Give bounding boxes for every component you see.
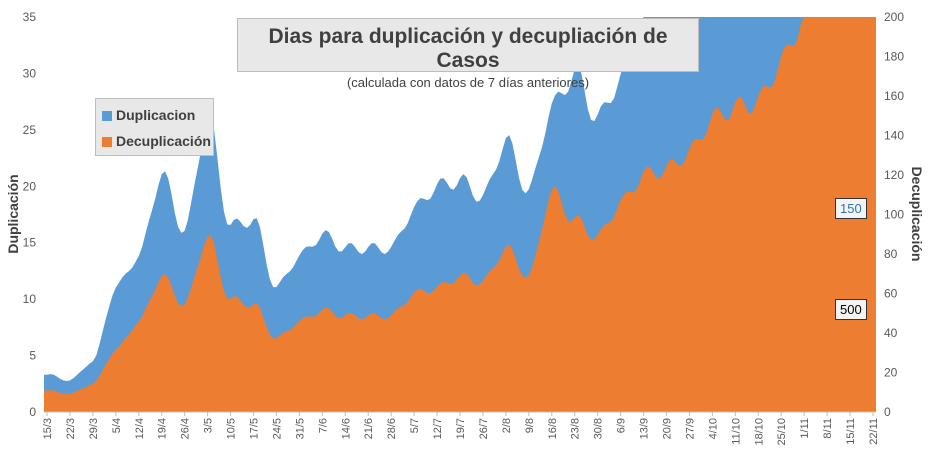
x-tick-label-3-5: 3/5 xyxy=(203,418,215,433)
x-tick-label-6-9: 6/9 xyxy=(616,418,628,433)
title-box: Dias para duplicación y decupliación de … xyxy=(237,18,699,90)
y-tick-right-200: 200 xyxy=(884,10,904,24)
x-tick-label-18-10: 18/10 xyxy=(753,418,765,446)
x-tick-label-16-8: 16/8 xyxy=(547,418,559,439)
x-tick-label-20-9: 20/9 xyxy=(662,418,674,439)
series-area-decuplicacion xyxy=(44,17,876,412)
annotation-500: 500 xyxy=(835,299,867,320)
x-tick-label-5-4: 5/4 xyxy=(111,418,123,433)
y-tick-left-0: 0 xyxy=(29,405,36,419)
legend: Duplicacion Decuplicación xyxy=(95,98,214,156)
x-tick-label-26-7: 26/7 xyxy=(478,418,490,439)
x-tick-label-19-7: 19/7 xyxy=(455,418,467,439)
legend-swatch-decuplicacion xyxy=(102,137,112,148)
x-tick-label-14-6: 14/6 xyxy=(340,418,352,439)
x-tick-label-30-8: 30/8 xyxy=(593,418,605,439)
y-tick-left-30: 30 xyxy=(23,66,37,80)
x-tick-label-21-6: 21/6 xyxy=(363,418,375,439)
y-tick-left-20: 20 xyxy=(23,179,37,193)
x-tick-label-15-11: 15/11 xyxy=(845,418,857,445)
x-tick-label-9-8: 9/8 xyxy=(524,418,536,433)
x-tick-label-28-6: 28/6 xyxy=(386,418,398,439)
x-tick-label-12-7: 12/7 xyxy=(432,418,444,439)
y-tick-right-180: 180 xyxy=(884,50,904,64)
x-tick-label-19-4: 19/4 xyxy=(157,418,169,439)
y-tick-left-10: 10 xyxy=(23,292,37,306)
y-tick-left-5: 5 xyxy=(29,349,36,363)
x-tick-label-15-3: 15/3 xyxy=(42,418,54,439)
x-tick-label-31-5: 31/5 xyxy=(294,418,306,439)
x-tick-label-26-4: 26/4 xyxy=(180,418,192,439)
legend-item-duplicacion: Duplicacion xyxy=(102,106,195,124)
y-tick-right-0: 0 xyxy=(884,405,891,419)
x-tick-label-13-9: 13/9 xyxy=(639,418,651,439)
x-tick-label-5-7: 5/7 xyxy=(409,418,421,433)
x-tick-label-27-9: 27/9 xyxy=(684,418,696,439)
legend-label-decuplicacion: Decuplicación xyxy=(116,133,211,149)
y-tick-right-120: 120 xyxy=(884,168,904,182)
y-tick-left-35: 35 xyxy=(23,10,37,24)
y-axis-label-left: Duplicación xyxy=(5,174,21,253)
x-tick-label-8-11: 8/11 xyxy=(822,418,834,439)
y-tick-right-80: 80 xyxy=(884,247,898,261)
x-tick-label-2-8: 2/8 xyxy=(501,418,513,433)
chart-subtitle: (calculada con datos de 7 días anteriore… xyxy=(346,75,590,90)
y-tick-right-160: 160 xyxy=(884,89,904,103)
x-tick-label-29-3: 29/3 xyxy=(88,418,100,439)
x-tick-label-10-5: 10/5 xyxy=(226,418,238,439)
y-tick-right-60: 60 xyxy=(884,287,898,301)
chart-title: Dias para duplicación y decupliación de … xyxy=(268,25,668,72)
legend-swatch-duplicacion xyxy=(102,111,112,122)
y-axis-label-right: Decuplicación xyxy=(909,167,925,262)
x-tick-label-12-4: 12/4 xyxy=(134,418,146,439)
x-tick-label-24-5: 24/5 xyxy=(271,418,283,439)
x-tick-label-23-8: 23/8 xyxy=(570,418,582,439)
y-tick-right-140: 140 xyxy=(884,129,904,143)
y-tick-right-20: 20 xyxy=(884,366,898,380)
legend-label-duplicacion: Duplicacion xyxy=(116,107,196,123)
x-tick-label-7-6: 7/6 xyxy=(317,418,329,433)
x-tick-label-17-5: 17/5 xyxy=(249,418,261,439)
legend-item-decuplicacion: Decuplicación xyxy=(102,132,211,150)
y-tick-left-25: 25 xyxy=(23,123,37,137)
x-tick-label-1-11: 1/11 xyxy=(799,418,811,439)
y-tick-right-100: 100 xyxy=(884,208,904,222)
annotation-150: 150 xyxy=(835,198,867,219)
x-tick-label-25-10: 25/10 xyxy=(776,418,788,446)
x-tick-label-22-3: 22/3 xyxy=(65,418,77,439)
x-tick-label-4-10: 4/10 xyxy=(707,418,719,439)
y-tick-left-15: 15 xyxy=(23,236,37,250)
x-tick-label-22-11: 22/11 xyxy=(868,418,880,445)
y-tick-right-40: 40 xyxy=(884,326,898,340)
x-tick-label-11-10: 11/10 xyxy=(730,418,742,445)
